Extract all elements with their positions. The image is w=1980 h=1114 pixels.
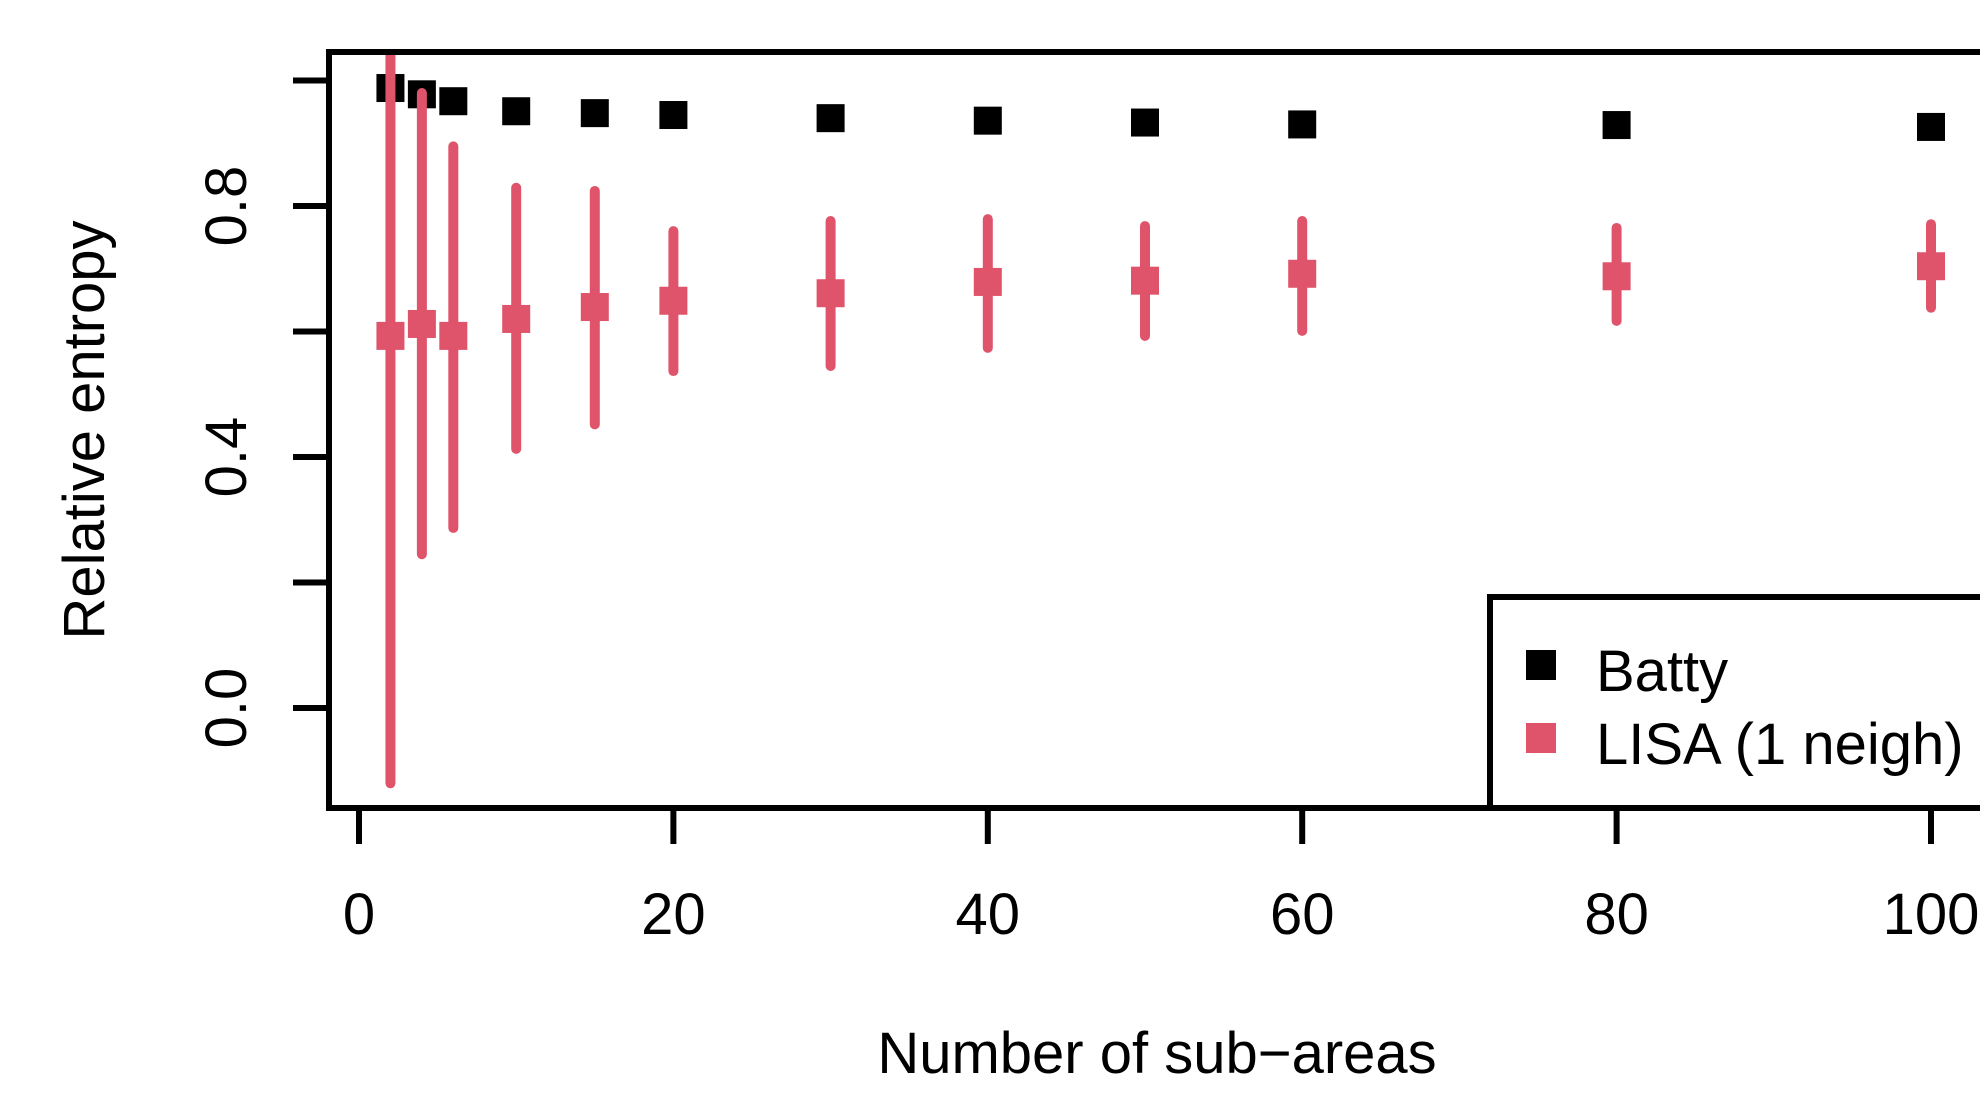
lisa-point [816, 279, 845, 308]
legend: Batty LISA (1 neigh) [1487, 594, 1980, 811]
batty-point [1131, 108, 1159, 137]
x-axis-tick-label: 100 [1883, 882, 1980, 947]
relative-entropy-chart: 0 20 40 60 80 100 0.0 0.4 0.8 Number of sub−areas… [40, 16, 1980, 1098]
x-axis-tick-label: 0 [343, 882, 375, 947]
batty-point [502, 97, 531, 126]
lisa-point [1131, 266, 1159, 295]
x-axis-tick-label: 60 [1270, 882, 1335, 947]
lisa-point [439, 321, 468, 350]
lisa-point [502, 304, 531, 333]
y-axis-tick-label: 0.8 [194, 166, 259, 247]
lisa-point [407, 309, 436, 338]
y-axis-title: Relative entropy [52, 220, 117, 639]
batty-point [580, 99, 609, 128]
x-axis-tick-label: 20 [641, 882, 706, 947]
lisa-point [1602, 262, 1631, 291]
legend-label-lisa: LISA (1 neigh) [1596, 712, 1964, 777]
lisa-point [1917, 252, 1945, 281]
legend-swatch-batty [1526, 650, 1556, 680]
chart-background [40, 16, 1980, 1098]
lisa-point [973, 267, 1002, 296]
series-lisa [376, 55, 1945, 789]
legend-label-batty: Batty [1596, 639, 1728, 704]
batty-point [816, 104, 845, 133]
x-axis-title: Number of sub−areas [877, 1021, 1436, 1086]
x-axis-tick-label: 40 [956, 882, 1021, 947]
batty-point [659, 101, 688, 130]
y-axis-tick-label: 0.0 [194, 668, 259, 749]
lisa-point [376, 321, 405, 350]
y-axis-tick-label: 0.4 [194, 417, 259, 498]
legend-swatch-lisa [1526, 723, 1556, 753]
lisa-point [1288, 259, 1317, 288]
batty-point [973, 106, 1002, 135]
batty-point [1917, 112, 1945, 141]
batty-point [1288, 110, 1317, 139]
lisa-point [580, 293, 609, 322]
batty-point [1602, 111, 1631, 140]
lisa-point [659, 286, 688, 315]
chart-canvas: 0 20 40 60 80 100 0.0 0.4 0.8 Number of sub−areas… [40, 16, 1980, 1098]
x-axis-tick-label: 80 [1584, 882, 1649, 947]
batty-point [439, 87, 468, 116]
legend-box [1487, 594, 1980, 811]
plot-border [326, 49, 1980, 811]
